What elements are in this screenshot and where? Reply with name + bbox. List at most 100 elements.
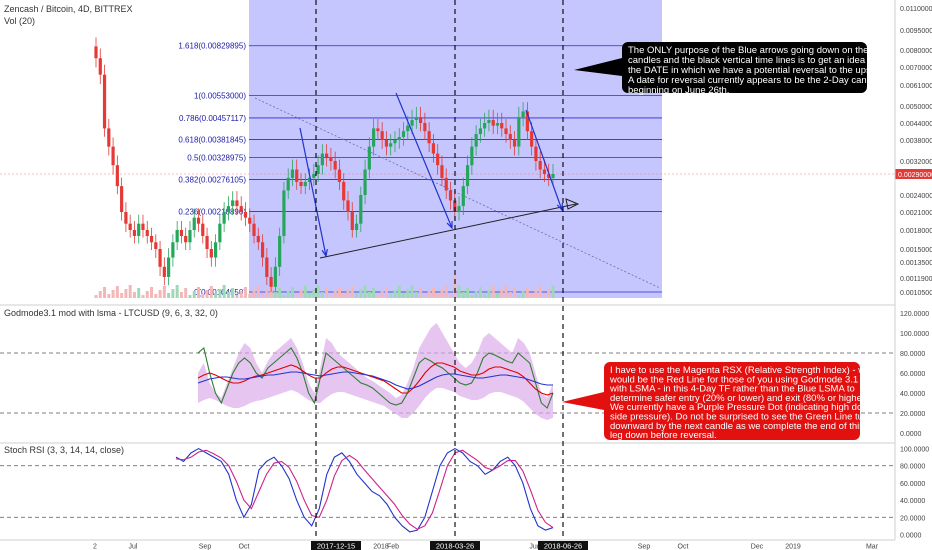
candle-body	[389, 143, 393, 147]
time-tick-label: Jun	[529, 544, 540, 550]
candle-body	[329, 157, 333, 161]
volume-bar	[94, 295, 98, 298]
osc-tick-label: 0.0000	[900, 431, 922, 438]
candle-body	[512, 140, 517, 147]
candle-body	[436, 153, 440, 166]
volume-bar	[243, 287, 247, 298]
candle-body	[175, 230, 179, 243]
candle-body	[346, 200, 350, 212]
volume-bar	[444, 286, 448, 298]
blue-arrow	[395, 92, 453, 229]
fib-level-label: 0.618(0.00381845)	[178, 135, 246, 144]
volume-bar	[359, 289, 363, 298]
volume-bar	[312, 289, 316, 298]
candle-body	[384, 140, 389, 147]
candle-body	[171, 242, 175, 258]
candle-body	[248, 217, 252, 224]
volume-bar	[150, 287, 154, 298]
candle-body	[235, 200, 239, 207]
candle-body	[504, 128, 508, 135]
blue-arrow-head	[446, 220, 453, 230]
candle-body	[226, 206, 231, 212]
volume-bar	[197, 287, 201, 298]
volume-bar	[508, 292, 512, 298]
volume-bar	[256, 286, 260, 298]
candle-body	[406, 125, 410, 132]
volume-bar	[380, 291, 384, 298]
stoch-series-line	[175, 447, 554, 533]
volume-bar	[137, 288, 141, 298]
volume-bar	[201, 294, 205, 298]
fib-level-label: 0.786(0.00457117)	[179, 114, 246, 123]
volume-bar	[235, 295, 239, 298]
down-trendline	[254, 97, 661, 289]
volume-bar	[337, 287, 341, 298]
time-tick-label: 2018	[373, 544, 389, 550]
volume-bar	[184, 288, 188, 298]
candle-body	[500, 123, 504, 129]
volume-bar	[542, 293, 546, 298]
candle-body	[393, 140, 397, 144]
osc-tick-label: 20.0000	[900, 411, 925, 418]
top-note-text: candles and the black vertical time line…	[628, 55, 876, 66]
top-note-text: The ONLY purpose of the Blue arrows goin…	[628, 45, 868, 56]
stoch-tick-label: 100.0000	[900, 447, 929, 454]
candle-body	[465, 165, 470, 187]
volume-bar	[329, 295, 333, 298]
volume-bar	[278, 288, 282, 298]
volume-bar	[470, 295, 474, 298]
volume-bar	[286, 291, 290, 298]
candle-body	[213, 242, 218, 258]
volume-bar	[410, 285, 414, 298]
candle-body	[474, 134, 478, 147]
candle-body	[102, 74, 107, 129]
candle-body	[354, 223, 359, 230]
candle-body	[303, 181, 307, 187]
candle-body	[423, 123, 427, 132]
candle-body	[478, 128, 482, 135]
volume-bar	[389, 294, 393, 298]
volume-bar	[261, 293, 265, 298]
candle-body	[128, 223, 132, 230]
volume-bar	[355, 293, 359, 298]
candle-body	[453, 200, 457, 212]
blue-arrow	[525, 109, 563, 211]
candle-body	[367, 146, 371, 170]
candle-body	[350, 212, 354, 230]
volume-bar	[367, 292, 371, 298]
volume-bar	[167, 293, 171, 298]
volume-bar	[162, 286, 166, 298]
volume-bar	[478, 287, 482, 298]
candle-body	[342, 181, 346, 201]
godmode-title: Godmode3.1 mod with lsma - LTCUSD (9, 6,…	[4, 308, 218, 318]
volume-bar	[265, 289, 269, 298]
osc-tick-label: 40.0000	[900, 391, 925, 398]
volume-bar	[504, 285, 508, 298]
candle-body	[192, 217, 196, 230]
osc-series-line	[197, 362, 554, 396]
candle-body	[444, 177, 448, 191]
candle-body	[299, 181, 303, 187]
candle-body	[184, 235, 188, 243]
volume-bar	[406, 289, 410, 298]
current-price-badge	[895, 169, 932, 179]
volume-bar	[158, 290, 162, 298]
candle-body	[525, 111, 529, 132]
candle-body	[410, 120, 414, 126]
highlighted-date-tag	[311, 541, 361, 550]
fib-level-label: 1(0.00553000)	[194, 91, 246, 100]
volume-bar	[474, 291, 478, 298]
volume-bar	[290, 287, 294, 298]
volume-bar	[192, 291, 196, 298]
volume-bar	[384, 287, 388, 298]
rsx-note-text: would be the Red Line for those of you u…	[609, 374, 879, 385]
candle-body	[431, 143, 436, 154]
volume-bar	[513, 288, 517, 298]
volume-bar	[538, 286, 542, 298]
candle-body	[376, 128, 380, 132]
